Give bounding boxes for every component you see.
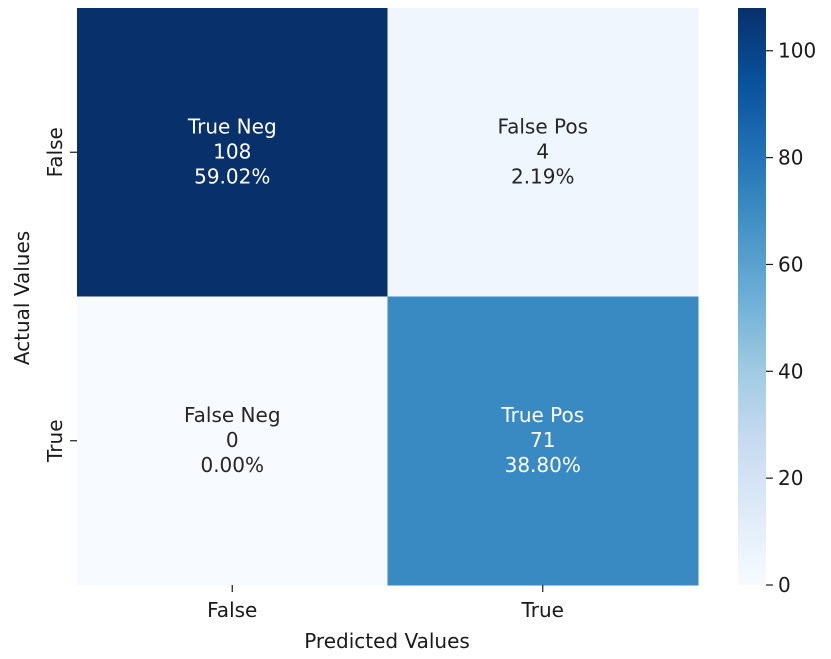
y-axis-title: Actual Values: [10, 231, 34, 365]
cell-percent-label: 38.80%: [505, 453, 581, 477]
colorbar-tick-label: 20: [778, 466, 803, 490]
x-axis: False True: [207, 585, 564, 622]
colorbar-tick-label: 40: [778, 359, 803, 383]
cell-category-label: True Pos: [500, 403, 584, 427]
cell-category-label: False Neg: [184, 403, 281, 427]
colorbar-tick-label: 80: [778, 146, 803, 170]
cell-count-label: 4: [536, 139, 549, 163]
x-axis-title: Predicted Values: [304, 629, 470, 653]
y-tick-label: False: [43, 127, 67, 177]
heatmap-cells: [77, 8, 699, 586]
colorbar-gradient: [738, 8, 766, 585]
colorbar-tick-label: 0: [778, 573, 791, 597]
cell-percent-label: 2.19%: [511, 164, 575, 188]
heatmap-cell: [387, 296, 699, 586]
x-tick-label: True: [521, 598, 564, 622]
heatmap-cell: [77, 296, 388, 586]
colorbar-tick-label: 100: [778, 39, 816, 63]
colorbar: 0 20 40 60 80 100: [738, 8, 816, 597]
cell-category-label: False Pos: [497, 114, 588, 138]
y-axis: False True: [43, 127, 77, 463]
cell-percent-label: 0.00%: [200, 453, 264, 477]
cell-count-label: 71: [530, 428, 555, 452]
cell-count-label: 0: [226, 428, 239, 452]
x-tick-label: False: [207, 598, 257, 622]
colorbar-tick-label: 60: [778, 252, 803, 276]
cell-category-label: True Neg: [187, 114, 277, 138]
heatmap-cell: [77, 8, 388, 297]
y-tick-label: True: [43, 420, 67, 463]
cell-count-label: 108: [213, 139, 251, 163]
heatmap-cell: [387, 8, 699, 297]
cell-percent-label: 59.02%: [194, 164, 270, 188]
